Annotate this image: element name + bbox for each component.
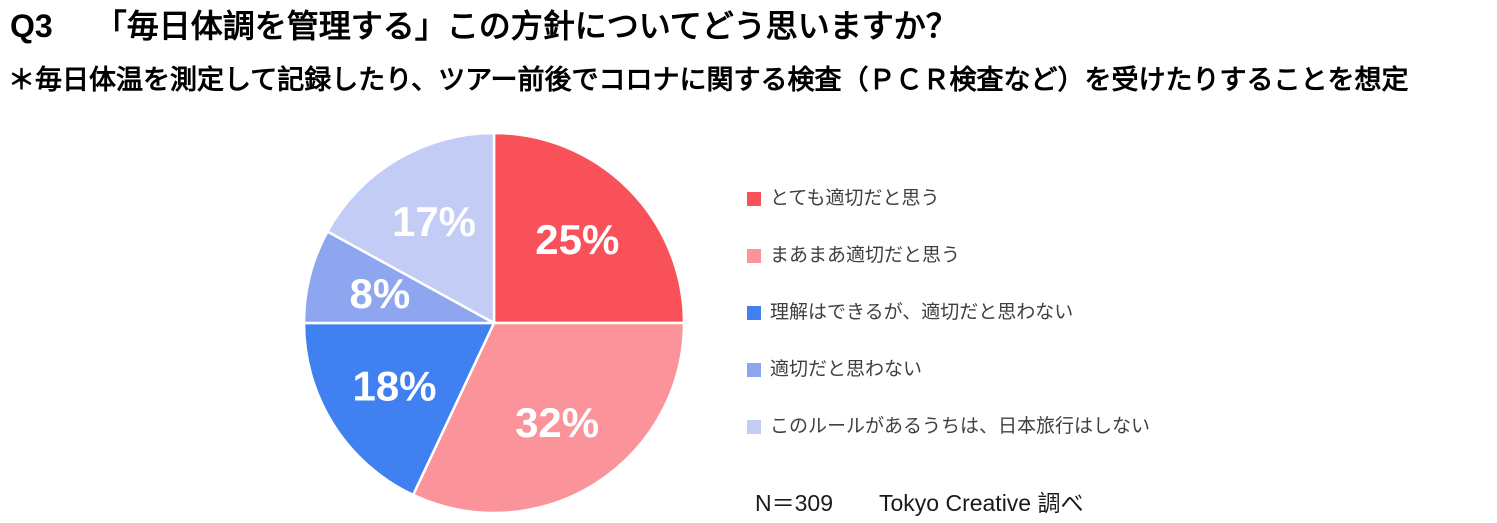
- sample-size: N＝309: [755, 490, 833, 516]
- source-credit: Tokyo Creative 調べ: [878, 490, 1084, 516]
- pie-slice-1: [492, 131, 686, 325]
- page-title: Q3 「毎日体調を管理する」この方針についてどう思いますか？: [10, 8, 958, 45]
- pie-slice-3: [302, 321, 496, 497]
- legend-item-3: 理解はできるが、適切だと思わない: [747, 302, 1150, 323]
- legend-swatch-icon: [747, 248, 761, 263]
- pie-value-label-3: 18%: [352, 363, 436, 410]
- pie-value-label-1: 25%: [535, 216, 619, 263]
- source-note: N＝309 Tokyo Creative 調べ: [755, 484, 1084, 518]
- pie-value-label-2: 32%: [515, 399, 599, 446]
- legend-label-5: このルールがあるうちは、日本旅行はしない: [770, 416, 1151, 437]
- question-text: 「毎日体調を管理する」この方針についてどう思いますか？: [94, 8, 958, 44]
- chart-subtitle: ＊毎日体温を測定して記録したり、ツアー前後でコロナに関する検査（ＰＣＲ検査など）…: [8, 65, 1409, 95]
- legend-label-1: とても適切だと思う: [770, 188, 940, 209]
- legend-swatch-icon: [747, 419, 761, 434]
- pie-value-label-4: 8%: [350, 270, 411, 317]
- legend-label-3: 理解はできるが、適切だと思わない: [770, 302, 1074, 323]
- legend-item-5: このルールがあるうちは、日本旅行はしない: [747, 416, 1150, 437]
- legend-item-1: とても適切だと思う: [747, 188, 1150, 209]
- pie-value-label-5: 17%: [392, 198, 476, 245]
- pie-slice-5: [326, 131, 496, 325]
- pie-chart: 25% 32% 18% 8% 17%: [302, 131, 686, 515]
- pie-slice-4: [302, 230, 496, 325]
- legend: とても適切だと思う まあまあ適切だと思う理解はできるが、適切だと思わない 適切だと思…: [747, 188, 1150, 437]
- legend-label-2: まあまあ適切だと思う: [770, 245, 961, 266]
- question-number: Q3: [10, 8, 53, 44]
- pie-chart-container: 25% 32% 18% 8% 17%: [294, 123, 694, 523]
- legend-item-4: 適切だと思わない: [747, 359, 1150, 380]
- legend-item-2: まあまあ適切だと思う: [747, 245, 1150, 266]
- legend-label-4: 適切だと思わない: [770, 359, 923, 380]
- legend-swatch-icon: [747, 362, 761, 377]
- legend-swatch-icon: [747, 305, 761, 320]
- legend-swatch-icon: [747, 191, 761, 206]
- pie-slice-2: [411, 321, 686, 515]
